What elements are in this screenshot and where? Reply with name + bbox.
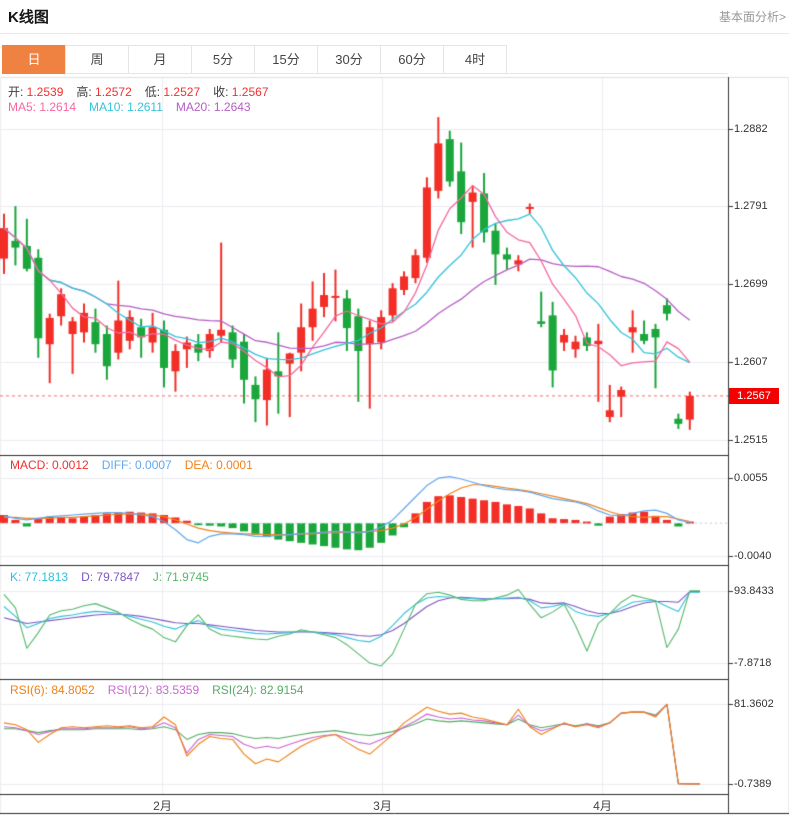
tab-month[interactable]: 月 [128,45,192,74]
month-label: 2月 [153,799,172,813]
axis-label: -0.0040 [734,549,772,562]
legend-item: MA5: 1.2614 [8,100,77,114]
page-title: K线图 [8,9,49,26]
legend-item: J: 71.9745 [152,570,209,584]
legend-item: 低: 1.2527 [144,85,201,99]
month-label: 4月 [593,799,612,813]
rsi-legend: RSI(6): 84.8052 RSI(12): 83.5359 RSI(24): … [10,683,317,697]
last-price-badge: 1.2567 [729,387,779,404]
tab-60min[interactable]: 60分 [380,45,444,74]
fundamental-analysis-link[interactable]: 基本面分析> [718,10,786,24]
tab-day[interactable]: 日 [2,45,66,74]
legend-item: K: 77.1813 [10,570,69,584]
legend-item: RSI(6): 84.8052 [10,683,95,697]
title-divider [0,33,789,34]
ohlc-legend: 开: 1.2539 高: 1.2572 低: 1.2527 收: 1.2567 [8,83,282,100]
axis-label: 1.2607 [734,356,768,368]
axis-label: 1.2515 [734,433,768,446]
legend-item: 收: 1.2567 [213,85,269,99]
axis-label: 93.8433 [734,585,774,597]
axis-label: 0.0055 [734,472,768,485]
tab-week[interactable]: 周 [65,45,129,74]
kdj-legend: K: 77.1813 D: 79.7847 J: 71.9745 [10,570,222,584]
legend-item: RSI(12): 83.5359 [107,683,200,697]
tab-15min[interactable]: 15分 [254,45,318,74]
legend-item: MACD: 0.0012 [10,458,89,472]
legend-item: MA10: 1.2611 [89,100,163,114]
tabbar-extension-line [496,73,728,74]
legend-item: D: 79.7847 [81,570,140,584]
tab-5min[interactable]: 5分 [191,45,255,74]
axis-label: 1.2699 [734,278,768,291]
legend-item: 高: 1.2572 [76,85,132,99]
macd-legend: MACD: 0.0012 DIFF: 0.0007 DEA: 0.0001 [10,458,266,472]
legend-item: RSI(24): 82.9154 [212,683,304,697]
axis-label: -7.8718 [734,657,772,669]
legend-item: DEA: 0.0001 [184,458,253,472]
interval-tabbar: 日周月 5分 15分 30分 60分 4时 [2,45,507,74]
ma-legend: MA5: 1.2614 MA10: 1.2611 MA20: 1.2643 [8,100,264,114]
tab-4hour[interactable]: 4时 [443,45,507,74]
axis-label: 1.2882 [734,122,768,135]
legend-item: 开: 1.2539 [8,85,64,99]
month-label: 3月 [373,799,392,813]
tab-30min[interactable]: 30分 [317,45,381,74]
axis-label: 1.2791 [734,200,768,213]
axis-label: -0.7389 [734,778,772,790]
legend-item: DIFF: 0.0007 [101,458,172,472]
axis-label: 81.3602 [734,698,774,710]
legend-item: MA20: 1.2643 [175,100,251,114]
